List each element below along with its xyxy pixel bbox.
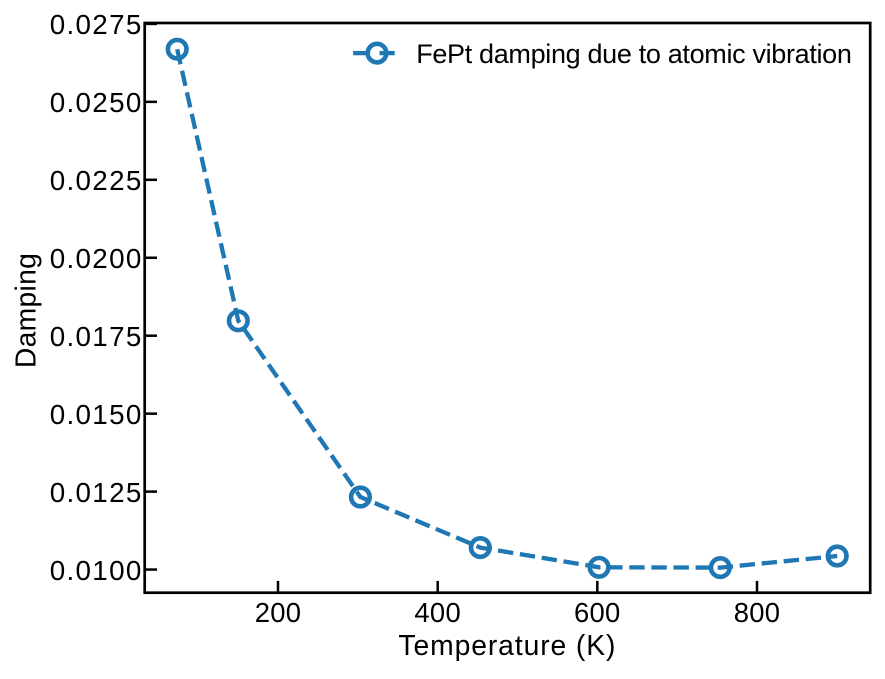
- svg-text:0.0175: 0.0175: [50, 321, 143, 352]
- svg-text:0.0275: 0.0275: [50, 9, 143, 40]
- svg-text:Damping: Damping: [10, 253, 42, 368]
- svg-text:0.0150: 0.0150: [50, 399, 143, 430]
- svg-text:Temperature (K): Temperature (K): [398, 629, 616, 661]
- svg-text:0.0225: 0.0225: [50, 165, 143, 196]
- svg-text:0.0125: 0.0125: [50, 477, 143, 508]
- svg-text:600: 600: [574, 597, 621, 628]
- svg-text:400: 400: [414, 597, 461, 628]
- svg-text:FePt damping due to atomic vib: FePt damping due to atomic vibration: [416, 39, 851, 69]
- svg-text:200: 200: [255, 597, 302, 628]
- svg-text:0.0250: 0.0250: [50, 87, 143, 118]
- svg-text:800: 800: [734, 597, 781, 628]
- svg-text:0.0100: 0.0100: [50, 555, 143, 586]
- svg-text:0.0200: 0.0200: [50, 243, 143, 274]
